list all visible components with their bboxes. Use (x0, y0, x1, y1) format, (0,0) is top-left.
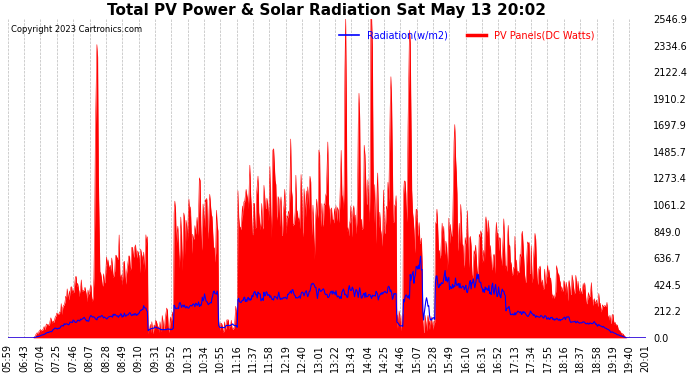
Text: Copyright 2023 Cartronics.com: Copyright 2023 Cartronics.com (11, 26, 142, 34)
Title: Total PV Power & Solar Radiation Sat May 13 20:02: Total PV Power & Solar Radiation Sat May… (107, 3, 546, 18)
Legend: Radiation(w/m2), PV Panels(DC Watts): Radiation(w/m2), PV Panels(DC Watts) (335, 27, 598, 45)
